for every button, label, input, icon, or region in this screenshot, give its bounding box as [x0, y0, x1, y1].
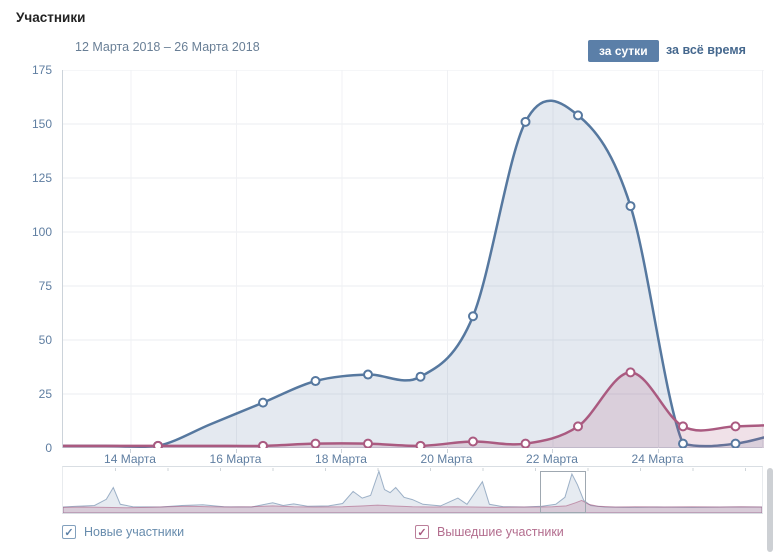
- legend-item-left-members[interactable]: ✓ Вышедшие участники: [415, 523, 564, 541]
- y-tick-label: 25: [38, 387, 52, 401]
- legend-item-new-members[interactable]: ✓ Новые участники: [62, 523, 184, 541]
- x-axis-tick: [235, 449, 237, 453]
- x-axis-tick: [341, 449, 342, 453]
- x-axis-tick: [657, 449, 659, 453]
- x-tick-label: 16 Марта: [209, 452, 262, 466]
- minimap[interactable]: [62, 466, 763, 514]
- y-tick-label: 100: [31, 225, 52, 239]
- checkmark-icon: ✓: [64, 526, 74, 539]
- legend-label-left-members: Вышедшие участники: [437, 525, 564, 539]
- scrollbar-thumb[interactable]: [767, 468, 773, 552]
- y-tick-label: 150: [31, 117, 52, 131]
- main-chart-canvas[interactable]: [63, 70, 764, 448]
- y-tick-label: 50: [38, 333, 52, 347]
- y-tick-label: 0: [45, 441, 52, 455]
- y-tick-label: 125: [31, 171, 52, 185]
- checkbox-new-members[interactable]: ✓: [62, 525, 76, 539]
- x-tick-label: 14 Марта: [104, 452, 156, 466]
- x-axis-tick: [552, 449, 553, 453]
- legend-label-new-members: Новые участники: [84, 525, 185, 539]
- minimap-canvas: [63, 468, 762, 513]
- x-tick-label: 22 Марта: [526, 452, 578, 466]
- checkmark-icon: ✓: [417, 526, 427, 539]
- x-axis-tick: [130, 449, 131, 453]
- y-tick-label: 175: [31, 63, 52, 77]
- main-chart[interactable]: [62, 70, 764, 448]
- y-tick-label: 75: [38, 279, 52, 293]
- x-tick-label: 24 Марта: [631, 452, 684, 466]
- page-title: Участники: [16, 10, 86, 25]
- brush-selection[interactable]: [540, 471, 586, 513]
- x-axis-tick: [446, 449, 448, 453]
- checkbox-left-members[interactable]: ✓: [415, 525, 429, 539]
- x-tick-label: 18 Марта: [315, 452, 367, 466]
- date-range: 12 Марта 2018 – 26 Марта 2018: [75, 40, 260, 54]
- period-alltime-button[interactable]: за всё время: [666, 43, 746, 57]
- period-day-button[interactable]: за сутки: [588, 40, 659, 62]
- x-tick-label: 20 Марта: [420, 452, 473, 466]
